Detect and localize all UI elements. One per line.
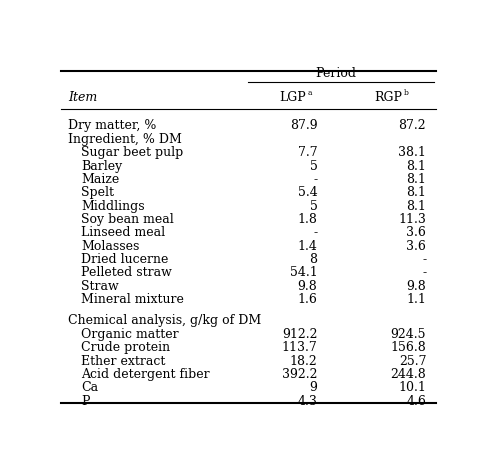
Text: 924.5: 924.5: [391, 328, 426, 341]
Text: LGP: LGP: [279, 91, 306, 104]
Text: 87.2: 87.2: [399, 120, 426, 132]
Text: -: -: [422, 266, 426, 280]
Text: 1.6: 1.6: [298, 293, 318, 306]
Text: Dry matter, %: Dry matter, %: [68, 120, 156, 132]
Text: Ca: Ca: [81, 381, 98, 394]
Text: 7.7: 7.7: [298, 146, 318, 159]
Text: 8.1: 8.1: [407, 173, 426, 186]
Text: Molasses: Molasses: [81, 240, 139, 253]
Text: -: -: [313, 173, 318, 186]
Text: Ingredient, % DM: Ingredient, % DM: [68, 133, 182, 146]
Text: 4.3: 4.3: [298, 394, 318, 408]
Text: Crude protein: Crude protein: [81, 341, 170, 354]
Text: 8.1: 8.1: [407, 200, 426, 212]
Text: 54.1: 54.1: [290, 266, 318, 280]
Text: Barley: Barley: [81, 159, 122, 173]
Text: 9.8: 9.8: [298, 280, 318, 293]
Text: Acid detergent fiber: Acid detergent fiber: [81, 368, 210, 381]
Text: 87.9: 87.9: [290, 120, 318, 132]
Text: 5: 5: [310, 200, 318, 212]
Text: 3.6: 3.6: [407, 240, 426, 253]
Text: Sugar beet pulp: Sugar beet pulp: [81, 146, 183, 159]
Text: 4.6: 4.6: [407, 394, 426, 408]
Text: Period: Period: [316, 67, 357, 80]
Text: Chemical analysis, g/kg of DM: Chemical analysis, g/kg of DM: [68, 315, 261, 327]
Text: 113.7: 113.7: [282, 341, 318, 354]
Text: 3.6: 3.6: [407, 227, 426, 239]
Text: Ether extract: Ether extract: [81, 355, 166, 368]
Text: a: a: [308, 89, 313, 97]
Text: Soy bean meal: Soy bean meal: [81, 213, 174, 226]
Text: Linseed meal: Linseed meal: [81, 227, 165, 239]
Text: Item: Item: [68, 91, 97, 104]
Text: 392.2: 392.2: [282, 368, 318, 381]
Text: 1.1: 1.1: [407, 293, 426, 306]
Text: 38.1: 38.1: [398, 146, 426, 159]
Text: Mineral mixture: Mineral mixture: [81, 293, 184, 306]
Text: Pelleted straw: Pelleted straw: [81, 266, 172, 280]
Text: Middlings: Middlings: [81, 200, 145, 212]
Text: -: -: [422, 253, 426, 266]
Text: Spelt: Spelt: [81, 186, 114, 199]
Text: 5.4: 5.4: [298, 186, 318, 199]
Text: 10.1: 10.1: [398, 381, 426, 394]
Text: 18.2: 18.2: [290, 355, 318, 368]
Text: 1.4: 1.4: [298, 240, 318, 253]
Text: -: -: [313, 227, 318, 239]
Text: Maize: Maize: [81, 173, 120, 186]
Text: 8.1: 8.1: [407, 186, 426, 199]
Text: b: b: [404, 89, 408, 97]
Text: 25.7: 25.7: [399, 355, 426, 368]
Text: Dried lucerne: Dried lucerne: [81, 253, 168, 266]
Text: 8: 8: [309, 253, 318, 266]
Text: 9: 9: [310, 381, 318, 394]
Text: 912.2: 912.2: [282, 328, 318, 341]
Text: 1.8: 1.8: [298, 213, 318, 226]
Text: Straw: Straw: [81, 280, 119, 293]
Text: P: P: [81, 394, 90, 408]
Text: RGP: RGP: [374, 91, 402, 104]
Text: Organic matter: Organic matter: [81, 328, 179, 341]
Text: 156.8: 156.8: [391, 341, 426, 354]
Text: 11.3: 11.3: [398, 213, 426, 226]
Text: 244.8: 244.8: [391, 368, 426, 381]
Text: 8.1: 8.1: [407, 159, 426, 173]
Text: 5: 5: [310, 159, 318, 173]
Text: 9.8: 9.8: [407, 280, 426, 293]
